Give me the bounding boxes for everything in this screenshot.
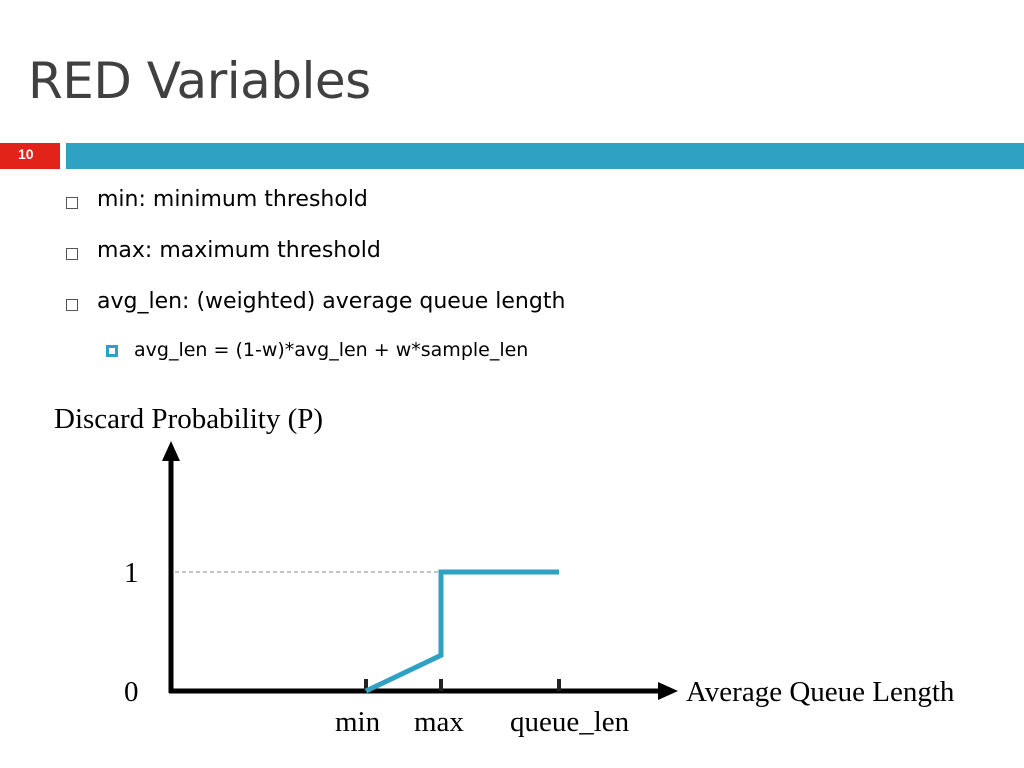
sub-bullet-text: avg_len = (1-w)*avg_len + w*sample_len (134, 339, 529, 361)
series-line (364, 569, 559, 694)
title-divider-bar (66, 143, 1024, 169)
x-axis-label: Average Queue Length (686, 676, 955, 708)
y-axis-label: Discard Probability (P) (54, 403, 324, 435)
sub-bullet-square-icon (106, 345, 120, 359)
y-axis-arrow-icon (162, 441, 180, 461)
x-axis-arrow-icon (658, 682, 678, 700)
bullet-text: max: maximum threshold (97, 238, 381, 263)
x-tick-label-queue-len: queue_len (510, 706, 630, 738)
bullet-text: avg_len: (weighted) average queue length (97, 289, 566, 314)
bullet-text: min: minimum threshold (97, 187, 368, 212)
bullet-square-icon (66, 299, 80, 313)
slide-number-bar (0, 143, 60, 169)
bullet-square-icon (66, 197, 80, 211)
x-tick-label-max: max (414, 706, 464, 738)
y-tick-label-0: 0 (124, 676, 139, 708)
bullet-square-icon (66, 248, 80, 262)
slide-title: RED Variables (28, 52, 371, 110)
y-tick-label-1: 1 (124, 557, 139, 589)
x-tick-label-min: min (335, 706, 381, 738)
slide-number: 10 (18, 146, 34, 162)
